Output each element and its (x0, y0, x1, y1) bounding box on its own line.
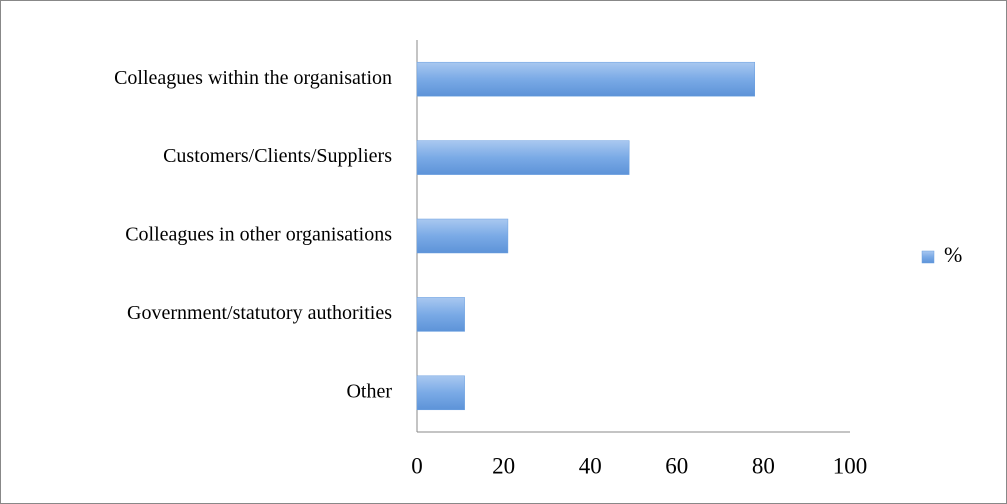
legend-label: % (944, 242, 962, 267)
bar (416, 140, 630, 175)
bar (416, 218, 509, 254)
x-tick-label: 100 (833, 453, 868, 478)
bar (416, 297, 465, 332)
y-tick-label: Customers/Clients/Suppliers (163, 145, 392, 167)
legend-swatch (921, 250, 935, 264)
x-tick-label: 40 (579, 453, 602, 478)
y-tick-label: Colleagues in other organisations (125, 224, 392, 246)
x-tick-label: 0 (411, 453, 423, 478)
y-tick-label: Government/statutory authorities (127, 302, 392, 324)
x-tick-label: 20 (492, 453, 515, 478)
bar (416, 61, 755, 97)
bar (416, 375, 465, 411)
y-tick-label: Colleagues within the organisation (114, 67, 392, 89)
y-tick-label: Other (346, 380, 392, 402)
x-tick-label: 80 (752, 453, 775, 478)
x-tick-label: 60 (665, 453, 688, 478)
